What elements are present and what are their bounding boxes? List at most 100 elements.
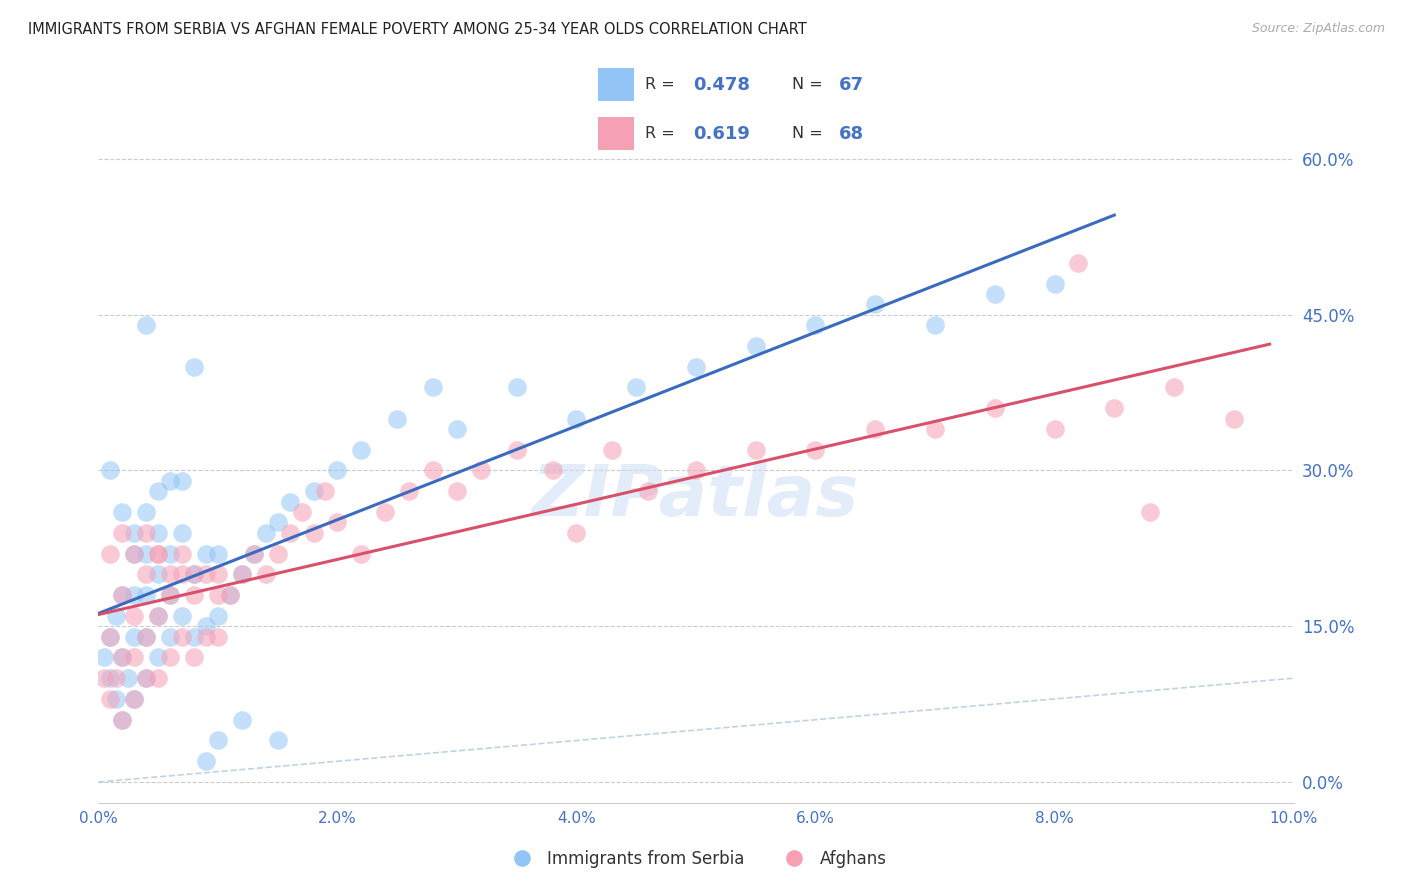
Point: [195, 754, 218, 768]
Point: [111, 588, 134, 602]
Text: 68: 68: [839, 125, 865, 143]
Point: [207, 567, 229, 582]
Point: [315, 484, 337, 499]
Point: [219, 588, 242, 602]
Point: [172, 547, 194, 561]
Point: [183, 567, 205, 582]
Point: [446, 484, 468, 499]
Point: [183, 630, 205, 644]
Point: [302, 484, 325, 499]
Point: [105, 692, 128, 706]
Point: [1067, 256, 1090, 270]
Point: [100, 692, 122, 706]
Point: [148, 608, 170, 623]
Point: [637, 484, 659, 499]
Point: [159, 650, 181, 665]
Point: [1043, 277, 1066, 291]
Point: [626, 380, 648, 394]
Point: [231, 567, 253, 582]
Point: [135, 630, 157, 644]
Point: [1223, 411, 1246, 425]
Point: [135, 505, 157, 519]
Point: [100, 630, 122, 644]
Point: [111, 713, 134, 727]
Text: 0.478: 0.478: [693, 76, 749, 94]
Point: [422, 380, 444, 394]
Point: [111, 713, 134, 727]
Point: [172, 525, 194, 540]
Point: [685, 359, 707, 374]
Point: [124, 692, 146, 706]
Point: [148, 525, 170, 540]
Point: [183, 359, 205, 374]
Point: [207, 588, 229, 602]
Point: [148, 547, 170, 561]
Point: [135, 525, 157, 540]
Point: [374, 505, 396, 519]
Point: [111, 525, 134, 540]
Legend: Immigrants from Serbia, Afghans: Immigrants from Serbia, Afghans: [499, 843, 893, 874]
Point: [565, 411, 588, 425]
Point: [135, 588, 157, 602]
Point: [385, 411, 409, 425]
Point: [159, 588, 181, 602]
Point: [148, 608, 170, 623]
Point: [291, 505, 314, 519]
Text: Source: ZipAtlas.com: Source: ZipAtlas.com: [1251, 22, 1385, 36]
Point: [124, 630, 146, 644]
Point: [195, 567, 218, 582]
Point: [148, 484, 170, 499]
Text: IMMIGRANTS FROM SERBIA VS AFGHAN FEMALE POVERTY AMONG 25-34 YEAR OLDS CORRELATIO: IMMIGRANTS FROM SERBIA VS AFGHAN FEMALE …: [28, 22, 807, 37]
Point: [111, 650, 134, 665]
Point: [135, 630, 157, 644]
Point: [231, 713, 253, 727]
Point: [984, 401, 1007, 416]
Point: [159, 630, 181, 644]
Point: [207, 547, 229, 561]
Point: [183, 588, 205, 602]
Point: [195, 619, 218, 633]
Point: [148, 671, 170, 685]
Point: [93, 650, 115, 665]
Point: [100, 547, 122, 561]
Point: [267, 733, 290, 747]
Point: [350, 442, 373, 457]
Point: [804, 442, 827, 457]
Text: N =: N =: [792, 77, 828, 92]
Point: [172, 567, 194, 582]
Point: [685, 463, 707, 477]
Point: [470, 463, 492, 477]
Point: [183, 650, 205, 665]
Point: [105, 608, 128, 623]
Point: [602, 442, 624, 457]
Point: [267, 516, 290, 530]
Point: [326, 516, 349, 530]
Point: [124, 588, 146, 602]
Point: [148, 567, 170, 582]
Point: [135, 318, 157, 332]
Point: [267, 547, 290, 561]
Point: [745, 442, 768, 457]
Point: [159, 567, 181, 582]
Point: [135, 547, 157, 561]
Point: [541, 463, 564, 477]
Point: [111, 650, 134, 665]
Point: [422, 463, 444, 477]
Point: [124, 547, 146, 561]
Point: [804, 318, 827, 332]
Text: 0.619: 0.619: [693, 125, 749, 143]
Point: [865, 422, 887, 436]
Point: [124, 525, 146, 540]
Point: [195, 630, 218, 644]
Point: [159, 547, 181, 561]
Point: [326, 463, 349, 477]
Point: [398, 484, 420, 499]
Point: [207, 733, 229, 747]
Point: [93, 671, 115, 685]
Point: [124, 692, 146, 706]
Point: [506, 442, 529, 457]
Point: [278, 494, 301, 508]
Text: N =: N =: [792, 127, 828, 142]
Point: [219, 588, 242, 602]
Point: [172, 608, 194, 623]
